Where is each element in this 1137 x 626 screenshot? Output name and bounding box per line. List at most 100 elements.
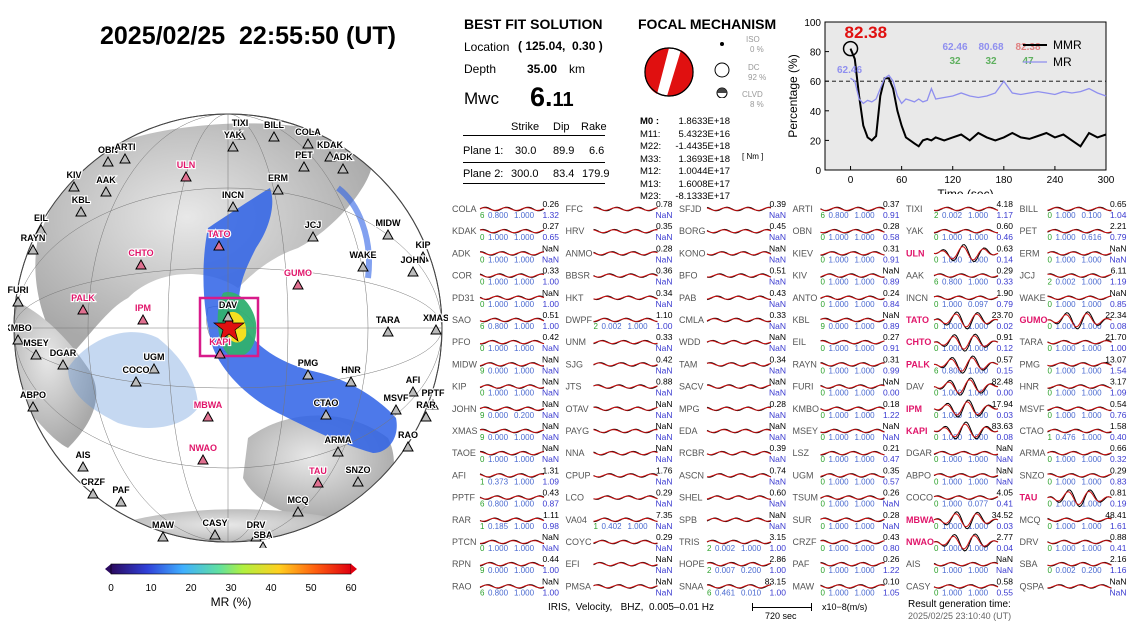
synthetic-trace [1047,490,1112,505]
station-tau: TAU [308,465,328,488]
station-pptf: PPTF [420,387,446,410]
waveform-ratio: NaN [655,277,672,287]
waveform-weight: 1.000 [488,389,509,398]
waveform-station: PAB [679,293,696,303]
waveform-ratio: NaN [769,499,786,509]
waveform-station: CASY [906,581,931,591]
waveform-flag: 0 [1048,255,1053,264]
waveform-weight: 0.000 [488,566,509,575]
waveform-weight2: 0.200 [514,411,535,420]
colorbar-tick: 20 [185,583,197,594]
synthetic-trace [1047,362,1112,367]
waveform-ratio: NaN [655,543,672,553]
waveform-weight: 1.000 [942,300,963,309]
station-triangle-icon [324,150,336,162]
waveform-amplitude: NaN [542,399,559,409]
waveform-weight2: 1.000 [1082,344,1103,353]
waveform-ratio: NaN [655,521,672,531]
waveform-flag: 0 [821,433,826,442]
waveform-station: LSZ [793,448,810,458]
waveform-amplitude: 22.34 [1105,310,1127,320]
observed-trace [820,473,885,478]
series-mmr-line [849,48,1107,148]
station-triangle-icon [298,160,310,172]
station-label: KMBO [8,323,32,333]
waveform-ratio: NaN [769,232,786,242]
waveform-weight: 1.000 [829,233,850,242]
station-triangle-icon [137,313,149,325]
plane2-dip: 83.4 [553,168,575,180]
waveform-amplitude: NaN [542,377,559,387]
station-drv: DRV [245,519,267,542]
waveform-weight: 0.000 [488,411,509,420]
waveform-station: KONO [679,248,706,258]
station-tara: TARA [375,314,402,337]
waveform-ratio: 1.00 [769,543,786,553]
waveform-flag: 0 [934,255,939,264]
waveform-weight2: 1.000 [968,389,989,398]
waveform-flag: 9 [480,366,485,375]
x-tick-label: 180 [995,175,1012,186]
station-eil: EIL [33,212,50,235]
waveform-ratio: 1.19 [1110,277,1127,287]
waveform-amplitude: 0.42 [656,354,673,364]
waveform-amplitude: NaN [542,243,559,253]
waveform-ratio: NaN [655,254,672,264]
waveform-ratio: 0.00 [883,388,900,398]
waveform-cell: SNZO 0.290 1.000 1.000 0.83 [1020,465,1127,486]
station-msey: MSEY [22,337,50,360]
observed-trace [479,384,545,389]
station-label: KBL [72,195,91,205]
waveform-weight: 1.000 [829,300,850,309]
waveform-weight: 1.000 [488,233,509,242]
waveform-weight2: 1.000 [855,300,876,309]
waveform-cell: COR 0.330 1.000 1.000 1.00 [452,266,559,287]
waveform-weight2: 1.000 [968,233,989,242]
waveform-weight2: 1.000 [1082,389,1103,398]
synthetic-trace [1047,584,1112,589]
synthetic-trace [933,423,999,438]
waveform-station: EIL [793,337,807,347]
y-tick-label: 100 [804,18,821,29]
waveform-weight2: 1.000 [968,366,989,375]
result-time-value: 2025/02/25 23:10:40 (UT) [908,611,1012,621]
station-triangle-icon [417,250,429,262]
waveform-ratio: 0.33 [996,277,1013,287]
waveform-ratio: NaN [769,210,786,220]
colorbar-label: MR (%) [210,595,252,609]
waveform-ratio: NaN [542,388,559,398]
waveform-amplitude: 0.44 [542,554,559,564]
waveform-amplitude: NaN [655,399,672,409]
waveform-weight2: 1.000 [968,211,989,220]
waveform-station: SPB [679,515,697,525]
waveform-weight: 1.000 [488,255,509,264]
waveform-amplitude: NaN [882,266,899,276]
synthetic-trace [933,495,999,500]
station-label: MCQ [288,495,309,505]
observed-trace [593,339,658,345]
observed-trace [706,317,772,323]
station-label: ARMA [325,435,352,445]
synthetic-trace [479,562,545,567]
station-triangle-icon [390,403,402,415]
synthetic-trace [933,535,999,550]
waveform-flag: 0 [934,433,939,442]
plane2-strike: 300.0 [511,168,539,180]
station-arti: ARTI [113,141,137,164]
waveform-station: WDD [679,337,701,347]
station-triangle-icon [157,530,169,542]
synthetic-trace [593,251,658,256]
waveform-flag: 0 [934,389,939,398]
waveform-ratio: NaN [542,454,559,464]
station-triangle-icon [407,265,419,277]
waveform-amplitude: 0.21 [883,443,900,453]
waveform-amplitude: 0.29 [996,266,1013,276]
mr-region-blue [203,188,397,453]
waveform-weight2: 1.000 [514,255,535,264]
station-kdak: KDAK [316,139,345,162]
